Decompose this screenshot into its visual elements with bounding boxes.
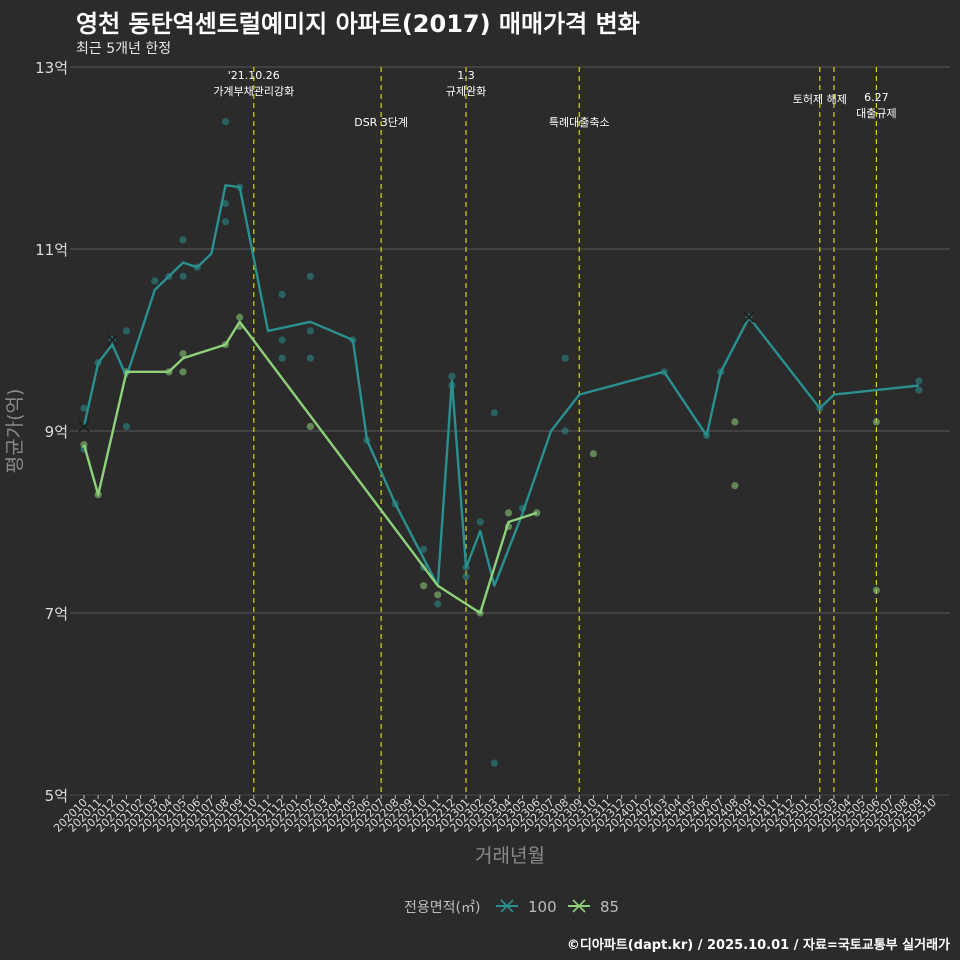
data-point-100 — [420, 545, 428, 553]
chart-subtitle: 최근 5개년 한정 — [76, 41, 172, 57]
y-tick-label: 11억 — [35, 241, 68, 259]
series-lines — [82, 184, 920, 615]
legend-swatch-x — [500, 899, 514, 913]
data-point-85 — [179, 350, 187, 358]
data-point-100 — [490, 409, 498, 417]
marker-100 — [743, 311, 755, 323]
event-label: 1.3 — [457, 69, 475, 82]
grid-layer — [70, 66, 950, 796]
data-point-85 — [80, 441, 88, 449]
legend: 전용면적(㎡) 100 85 — [404, 898, 619, 916]
data-point-100 — [306, 327, 314, 335]
marker-stroke — [78, 420, 90, 433]
y-axis-title: 평균가(억) — [4, 389, 26, 474]
data-point-100 — [278, 336, 286, 344]
x-axis-title: 거래년월 — [475, 845, 545, 867]
data-point-85 — [179, 368, 187, 376]
series-line-85 — [82, 320, 538, 615]
data-point-100 — [179, 236, 187, 244]
legend-item-100: 100 — [496, 898, 557, 916]
y-tick-label: 9억 — [45, 423, 68, 441]
data-point-85 — [420, 582, 428, 590]
data-point-85 — [872, 586, 881, 594]
legend-item-85: 85 — [568, 898, 619, 916]
data-point-85 — [306, 422, 314, 431]
marker-stroke — [106, 334, 118, 346]
event-label: 규제완화 — [446, 85, 486, 98]
event-label: DSR 3단계 — [354, 116, 408, 129]
y-tick-label: 13억 — [35, 59, 68, 77]
data-point-100 — [221, 218, 230, 226]
data-point-85 — [872, 418, 881, 426]
scatter-points — [80, 118, 923, 767]
data-point-85 — [504, 509, 513, 517]
marker-stroke — [743, 311, 755, 323]
data-point-85 — [434, 591, 442, 599]
legend-label: 100 — [528, 898, 557, 916]
data-point-100 — [278, 354, 286, 362]
event-label: 특례대출축소 — [549, 116, 610, 129]
data-point-85 — [236, 313, 244, 321]
event-label: '21.10.26 — [228, 69, 280, 82]
data-point-100 — [122, 327, 131, 335]
data-point-100 — [915, 377, 923, 385]
event-label: 가계부채관리강화 — [213, 85, 294, 98]
data-point-100 — [306, 272, 314, 280]
data-point-100 — [434, 600, 442, 608]
event-label: 6.27 — [864, 91, 889, 104]
data-point-100 — [561, 427, 569, 435]
event-label: 대출규제 — [856, 107, 896, 120]
data-point-100 — [915, 386, 923, 394]
event-label: 토허제 해제 — [793, 92, 847, 106]
series-markers — [78, 311, 755, 433]
data-point-100 — [278, 290, 286, 299]
marker-100 — [106, 334, 118, 346]
data-point-100 — [122, 422, 131, 431]
legend-title: 전용면적(㎡) — [404, 900, 480, 916]
data-point-100 — [221, 118, 230, 126]
data-point-100 — [490, 759, 498, 767]
source-footer: ©디아파트(dapt.kr) / 2025.10.01 / 자료=국토교통부 실… — [566, 938, 950, 953]
chart-title: 영천 동탄역센트럴예미지 아파트(2017) 매매가격 변화 — [76, 10, 640, 38]
data-point-100 — [462, 573, 470, 581]
data-point-100 — [306, 354, 314, 362]
data-point-100 — [179, 272, 187, 280]
legend-label: 85 — [600, 898, 619, 916]
data-point-100 — [80, 404, 88, 412]
data-point-100 — [448, 372, 456, 380]
y-tick-label: 7억 — [45, 605, 68, 623]
data-point-100 — [476, 518, 484, 526]
data-point-85 — [731, 418, 739, 426]
data-point-100 — [221, 199, 230, 208]
data-point-100 — [151, 277, 159, 285]
y-tick-label: 5억 — [45, 787, 68, 805]
legend-swatch-x — [572, 899, 586, 913]
data-point-85 — [589, 450, 598, 458]
data-point-100 — [561, 354, 569, 362]
marker-100 — [78, 420, 90, 433]
data-point-85 — [731, 482, 739, 490]
series-line-100 — [82, 184, 920, 587]
axes: 5억7억9억11억13억2020102020112020122021012021… — [35, 59, 950, 835]
